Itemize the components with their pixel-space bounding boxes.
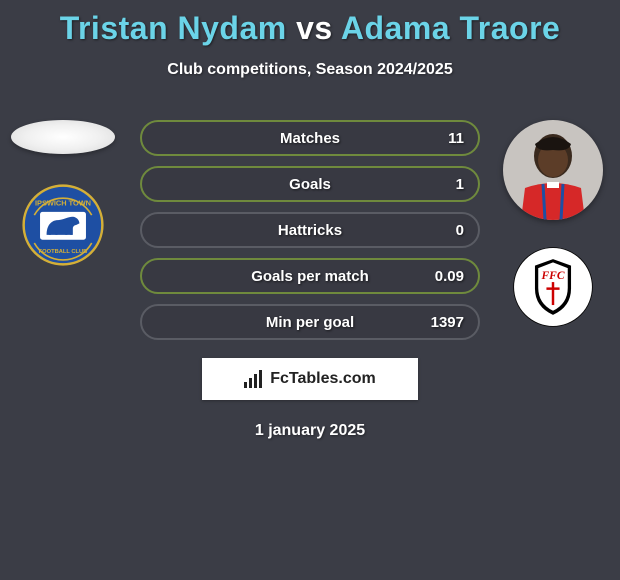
stat-value-right: 1397 bbox=[431, 314, 464, 331]
player2-avatar bbox=[503, 120, 603, 220]
stat-label: Goals bbox=[142, 176, 478, 193]
stat-label: Goals per match bbox=[142, 268, 478, 285]
stat-row: Hattricks0 bbox=[140, 212, 480, 248]
stat-value-right: 0.09 bbox=[435, 268, 464, 285]
stat-row: Matches11 bbox=[140, 120, 480, 156]
stat-value-right: 1 bbox=[456, 176, 464, 193]
svg-text:IPSWICH TOWN: IPSWICH TOWN bbox=[35, 198, 91, 207]
player2-name: Adama Traore bbox=[341, 10, 560, 46]
player1-column: IPSWICH TOWN FOOTBALL CLUB bbox=[8, 120, 118, 266]
stat-row: Goals per match0.09 bbox=[140, 258, 480, 294]
player1-avatar-placeholder bbox=[11, 120, 115, 154]
svg-text:FFC: FFC bbox=[541, 270, 565, 282]
stat-row: Goals1 bbox=[140, 166, 480, 202]
svg-text:FOOTBALL CLUB: FOOTBALL CLUB bbox=[39, 249, 88, 255]
brand-text: FcTables.com bbox=[270, 370, 376, 388]
stats-panel: Matches11 Goals1 Hattricks0 Goals per match… bbox=[140, 120, 480, 440]
stat-label: Hattricks bbox=[142, 222, 478, 239]
comparison-card: Tristan Nydam vs Adama Traore Club compe… bbox=[0, 0, 620, 580]
brand-chart-icon bbox=[244, 370, 264, 388]
vs-label: vs bbox=[296, 10, 333, 46]
stat-label: Min per goal bbox=[142, 314, 478, 331]
brand-badge: FcTables.com bbox=[202, 358, 418, 400]
player2-club-badge: FFC bbox=[512, 246, 594, 328]
player1-club-badge: IPSWICH TOWN FOOTBALL CLUB bbox=[22, 184, 104, 266]
stat-value-right: 11 bbox=[448, 130, 464, 147]
stat-label: Matches bbox=[142, 130, 478, 147]
stat-value-right: 0 bbox=[456, 222, 464, 239]
player2-column: FFC bbox=[498, 120, 608, 328]
stat-row: Min per goal1397 bbox=[140, 304, 480, 340]
date-label: 1 january 2025 bbox=[140, 422, 480, 440]
player1-name: Tristan Nydam bbox=[60, 10, 287, 46]
subtitle: Club competitions, Season 2024/2025 bbox=[0, 61, 620, 79]
page-title: Tristan Nydam vs Adama Traore bbox=[0, 0, 620, 47]
